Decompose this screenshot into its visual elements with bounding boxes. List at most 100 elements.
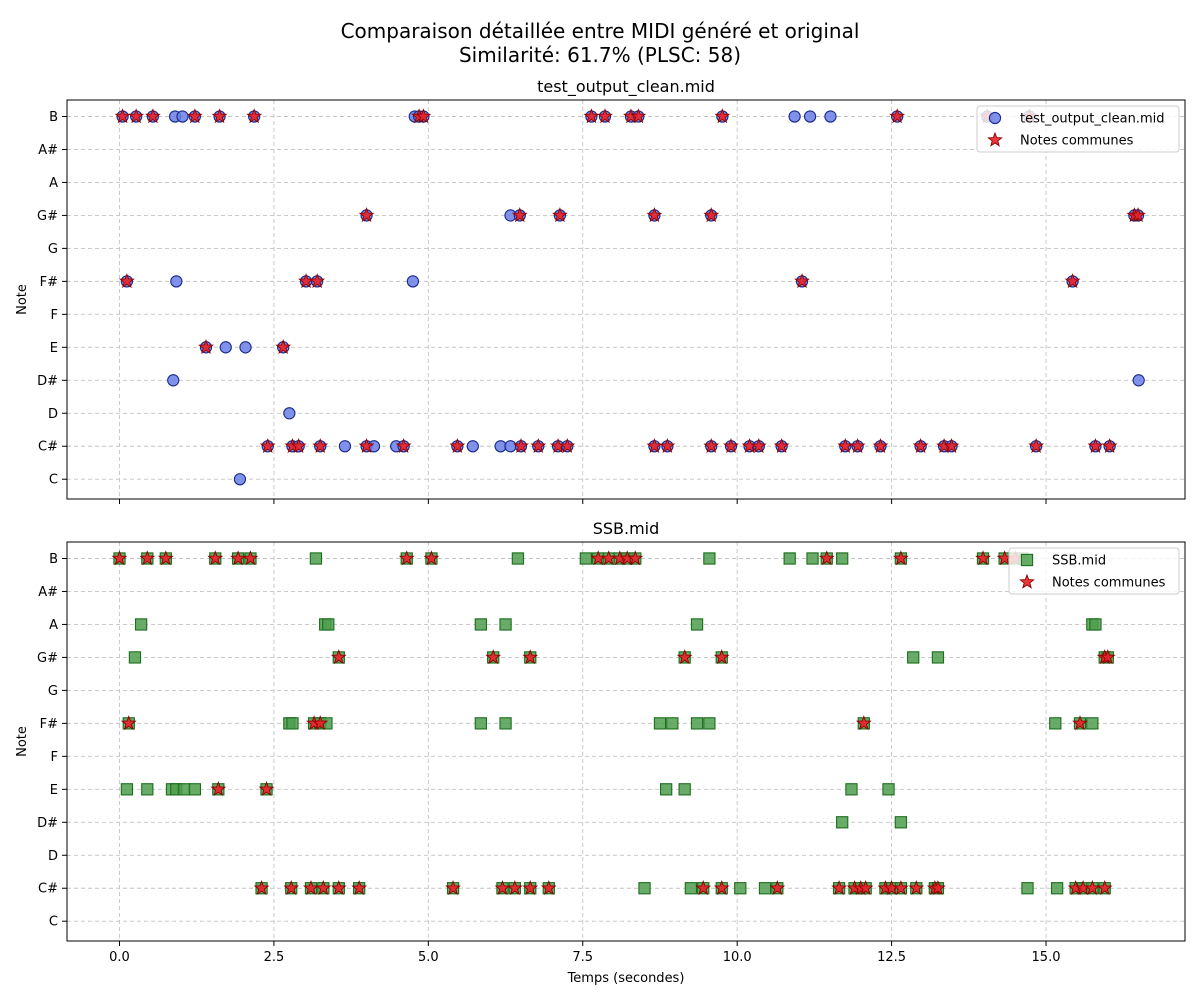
x-tick-label: 10.0 xyxy=(723,950,752,965)
circle-point xyxy=(170,275,183,288)
star-point xyxy=(445,879,461,895)
star-point xyxy=(398,550,415,566)
legend: test_output_clean.mid Notes communes xyxy=(976,105,1180,153)
circle-point xyxy=(1132,374,1145,387)
circle-point xyxy=(338,440,352,453)
y-tick-label-c-sharp: C# xyxy=(38,882,58,897)
square-point xyxy=(188,783,202,796)
square-point xyxy=(678,783,691,796)
y-tick-label-a: A xyxy=(49,176,58,191)
square-point xyxy=(322,618,335,631)
star-point xyxy=(210,781,227,797)
circle-point xyxy=(167,374,180,387)
x-tick-label: 5.0 xyxy=(418,950,439,965)
star-point xyxy=(242,550,259,566)
star-point xyxy=(930,879,946,895)
star-point xyxy=(646,437,663,453)
circle-point xyxy=(504,440,517,453)
star-point xyxy=(552,207,568,223)
y-tick-label-g-sharp: G# xyxy=(37,651,58,666)
star-point xyxy=(794,273,810,289)
star-point xyxy=(889,108,906,124)
star-point xyxy=(351,879,368,895)
star-point xyxy=(114,108,131,124)
star-point xyxy=(309,273,326,289)
square-point xyxy=(690,618,704,631)
star-point xyxy=(975,550,991,566)
star-point xyxy=(415,108,432,124)
circle-point xyxy=(788,110,801,123)
y-tick-label-g: G xyxy=(48,684,58,699)
star-point xyxy=(275,339,292,355)
star-point xyxy=(892,879,909,895)
y-tick-label-a-sharp: A# xyxy=(38,143,58,158)
star-point xyxy=(849,437,866,453)
y-axis-label: Note xyxy=(15,726,30,757)
star-point xyxy=(912,437,929,453)
star-point xyxy=(703,207,720,223)
star-point xyxy=(1064,273,1081,289)
star-point xyxy=(1087,437,1104,453)
x-tick-label: 15.0 xyxy=(1032,950,1061,965)
square-point xyxy=(653,717,667,730)
star-point xyxy=(908,879,925,895)
y-tick-label-f: F xyxy=(51,750,58,765)
star-point xyxy=(703,437,720,453)
x-tick-label: 0.0 xyxy=(109,950,130,965)
legend-marker-star xyxy=(1019,573,1035,589)
star-point xyxy=(485,649,502,665)
star-point xyxy=(646,207,663,223)
square-point xyxy=(783,552,796,565)
square-point xyxy=(1050,882,1064,895)
square-point xyxy=(845,783,858,796)
y-tick-label-g-sharp: G# xyxy=(37,209,58,224)
star-point xyxy=(395,437,412,453)
y-tick-label-c: C xyxy=(49,473,58,488)
square-point xyxy=(511,552,525,565)
y-tick-label-d: D xyxy=(48,407,58,422)
star-point xyxy=(695,879,712,895)
y-tick-label-g: G xyxy=(48,242,58,257)
square-point xyxy=(703,717,716,730)
square-point xyxy=(882,783,895,796)
star-point xyxy=(330,649,347,665)
star-point xyxy=(423,550,440,566)
y-tick-label-f-sharp: F# xyxy=(40,717,58,732)
y-tick-label-f: F xyxy=(51,308,58,323)
square-point xyxy=(141,783,154,796)
plot-frame xyxy=(66,99,1186,500)
star-point xyxy=(128,108,145,124)
star-point xyxy=(713,649,730,665)
y-tick-label-e: E xyxy=(50,783,58,798)
figure-title-line-1: Comparaison détaillée entre MIDI généré … xyxy=(341,19,860,43)
square-point xyxy=(128,651,142,664)
square-point xyxy=(666,717,679,730)
star-point xyxy=(330,879,347,895)
square-point xyxy=(286,717,299,730)
star-point xyxy=(597,108,613,124)
y-tick-label-c-sharp: C# xyxy=(38,440,58,455)
square-point xyxy=(836,816,849,829)
star-point xyxy=(773,437,790,453)
series-notes-communes xyxy=(114,108,1146,453)
panel-title: SSB.mid xyxy=(593,519,660,538)
square-point xyxy=(806,552,819,565)
square-point xyxy=(894,816,908,829)
star-point xyxy=(943,437,960,453)
square-point xyxy=(120,783,134,796)
square-point xyxy=(499,618,512,631)
legend-marker-square xyxy=(1020,553,1034,567)
square-point xyxy=(309,552,323,565)
star-point xyxy=(713,879,730,895)
star-point xyxy=(1028,437,1045,453)
star-point xyxy=(630,108,647,124)
star-point xyxy=(511,207,528,223)
legend-box xyxy=(976,105,1180,153)
star-point xyxy=(259,437,276,453)
legend-label-notes-communes: Notes communes xyxy=(1020,134,1134,149)
circle-point xyxy=(233,473,247,486)
star-point xyxy=(139,550,156,566)
star-point xyxy=(723,437,739,453)
y-tick-label-d-sharp: D# xyxy=(37,374,58,389)
